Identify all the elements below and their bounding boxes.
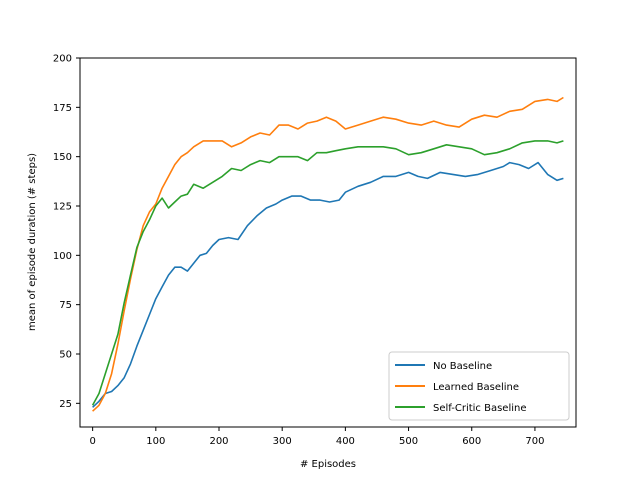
legend: No Baseline Learned Baseline Self-Critic…	[388, 351, 570, 421]
x-tick-label: 100	[146, 436, 165, 447]
x-axis: 0 100 200 300 400 500 600 700	[89, 427, 544, 447]
x-tick-label: 600	[462, 436, 481, 447]
legend-label-learned-baseline: Learned Baseline	[433, 382, 519, 393]
x-tick-label: 300	[273, 436, 292, 447]
series-line-self-critic-baseline	[91, 140, 564, 406]
legend-label-no-baseline: No Baseline	[433, 361, 492, 372]
y-tick-label: 175	[53, 103, 72, 114]
legend-label-self-critic-baseline: Self-Critic Baseline	[433, 403, 527, 414]
y-tick-label: 150	[53, 152, 72, 163]
y-tick-label: 25	[59, 399, 72, 410]
series-layer	[91, 96, 564, 412]
y-axis-label: mean of episode duration (# steps)	[27, 153, 38, 331]
y-tick-label: 75	[59, 300, 72, 311]
plot-frame	[79, 57, 577, 428]
y-axis: 25 50 75 100 125 150 175 200	[53, 54, 80, 410]
x-tick-label: 0	[89, 436, 95, 447]
x-tick-label: 700	[525, 436, 544, 447]
x-tick-label: 500	[399, 436, 418, 447]
x-tick-label: 200	[209, 436, 228, 447]
legend-box	[388, 351, 570, 421]
series-line-no-baseline	[92, 161, 564, 408]
y-tick-label: 100	[53, 251, 72, 262]
series-line-learned-baseline	[92, 96, 564, 412]
x-axis-label: # Episodes	[300, 459, 356, 470]
x-tick-label: 400	[336, 436, 355, 447]
y-tick-label: 200	[53, 54, 72, 65]
y-tick-label: 125	[53, 201, 72, 212]
y-tick-label: 50	[59, 349, 72, 360]
